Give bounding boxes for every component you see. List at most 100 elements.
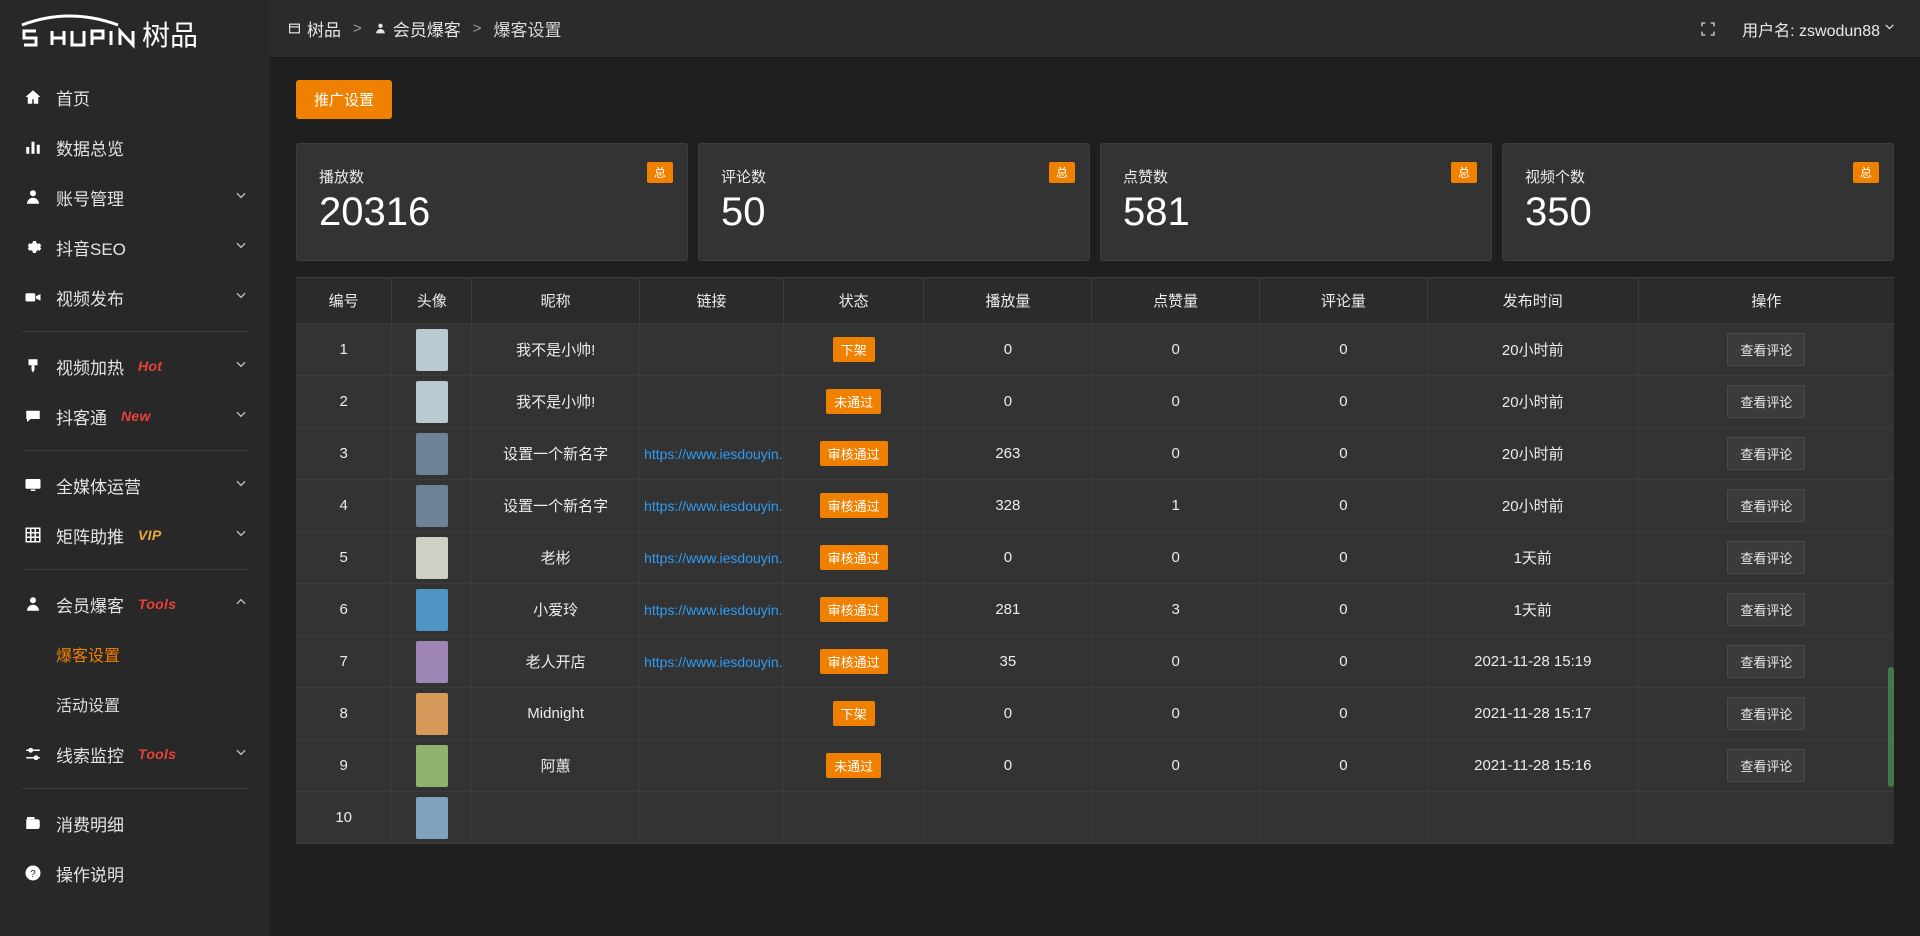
brand-logo[interactable]: 树品 bbox=[0, 0, 270, 58]
table-row[interactable]: 2 我不是小帅! 未通过 0 0 0 20小时前 查看评论 bbox=[296, 375, 1894, 428]
cell-link[interactable]: https://www.iesdouyin.c bbox=[639, 635, 784, 688]
sidebar-item-video-boost[interactable]: 视频加热 Hot bbox=[0, 341, 270, 391]
row-plays: 281 bbox=[995, 601, 1021, 618]
sidebar-item-member-baoke[interactable]: 会员爆客 Tools bbox=[0, 579, 270, 629]
avatar bbox=[415, 692, 448, 735]
breadcrumb-item-root[interactable]: 树品 bbox=[288, 16, 341, 41]
row-id: 5 bbox=[339, 549, 348, 566]
bar-chart-icon bbox=[22, 136, 44, 158]
table-row[interactable]: 8 Midnight 下架 0 0 0 2021-11-28 15:17 查看评论 bbox=[296, 687, 1894, 740]
row-link[interactable]: https://www.iesdouyin.c bbox=[644, 497, 783, 514]
cell-link[interactable]: https://www.iesdouyin.c bbox=[639, 583, 784, 636]
cell-likes: 0 bbox=[1091, 375, 1261, 428]
sidebar-item-consumption-detail[interactable]: 消费明细 bbox=[0, 798, 270, 848]
sidebar-subitem-activity-settings[interactable]: 活动设置 bbox=[0, 679, 270, 729]
view-comments-button[interactable]: 查看评论 bbox=[1727, 437, 1806, 470]
view-comments-button[interactable]: 查看评论 bbox=[1727, 749, 1806, 782]
sidebar-item-account-management[interactable]: 账号管理 bbox=[0, 172, 270, 222]
view-comments-button[interactable]: 查看评论 bbox=[1727, 697, 1806, 730]
cell-nickname: 设置一个新名字 bbox=[471, 479, 641, 532]
user-menu[interactable]: 用户名: zswodun88 bbox=[1742, 17, 1896, 41]
row-nickname: 我不是小帅! bbox=[516, 394, 596, 411]
stat-card-title: 评论数 bbox=[721, 169, 767, 186]
view-comments-button[interactable]: 查看评论 bbox=[1727, 333, 1806, 366]
stat-card-title: 视频个数 bbox=[1525, 169, 1586, 186]
column-header-publish-time[interactable]: 发布时间 bbox=[1427, 277, 1639, 324]
table-row[interactable]: 10 bbox=[296, 791, 1894, 844]
breadcrumb-item-current: 爆客设置 bbox=[494, 16, 562, 41]
table-body: 1 我不是小帅! 下架 0 0 0 20小时前 查看评论 2 我不是小帅! 未通过 0 0 0 20小时前查… bbox=[296, 323, 1894, 844]
cell-link[interactable]: https://www.iesdouyin.c bbox=[639, 427, 784, 480]
table-row[interactable]: 3 设置一个新名字 https://www.iesdouyin.c 审核通过 263 0 0… bbox=[296, 427, 1894, 480]
view-comments-button[interactable]: 查看评论 bbox=[1727, 541, 1806, 574]
cell-link bbox=[639, 323, 784, 376]
view-comments-button[interactable]: 查看评论 bbox=[1727, 385, 1806, 418]
sidebar-item-douyin-seo[interactable]: 抖音SEO bbox=[0, 222, 270, 272]
table-row[interactable]: 4 设置一个新名字 https://www.iesdouyin.c 审核通过 328 1 0… bbox=[296, 479, 1894, 532]
column-header-plays[interactable]: 播放量 bbox=[923, 277, 1093, 324]
cell-nickname: 老彬 bbox=[471, 531, 641, 584]
row-nickname: 阿蕙 bbox=[540, 758, 571, 775]
data-table-container[interactable]: 编号 头像 昵称 链接 状态 播放量 点赞量 评论量 发布时间 操作 1 我不是小 bbox=[296, 277, 1894, 877]
promote-settings-button[interactable]: 推广设置 bbox=[296, 80, 393, 119]
table-row[interactable]: 9 阿蕙 未通过 0 0 0 2021-11-28 15:16 查看评论 bbox=[296, 739, 1894, 792]
cell-link bbox=[639, 375, 784, 428]
row-plays: 0 bbox=[1003, 705, 1013, 722]
table-row[interactable]: 5 老彬 https://www.iesdouyin.c 审核通过 0 0 0 1天前 查看评论 bbox=[296, 531, 1894, 584]
column-header-actions[interactable]: 操作 bbox=[1638, 277, 1894, 324]
view-comments-button[interactable]: 查看评论 bbox=[1727, 645, 1806, 678]
stat-card-title: 播放数 bbox=[319, 169, 365, 186]
table-scrollbar[interactable] bbox=[1888, 667, 1894, 787]
avatar bbox=[415, 796, 448, 839]
sidebar-item-video-publish[interactable]: 视频发布 bbox=[0, 272, 270, 322]
table-row[interactable]: 1 我不是小帅! 下架 0 0 0 20小时前 查看评论 bbox=[296, 323, 1894, 376]
row-publish-time: 20小时前 bbox=[1501, 498, 1564, 515]
row-publish-time: 2021-11-28 15:19 bbox=[1474, 653, 1592, 670]
table-row[interactable]: 6 小爱玲 https://www.iesdouyin.c 审核通过 281 3 0 1天前 查… bbox=[296, 583, 1894, 636]
row-link[interactable]: https://www.iesdouyin.c bbox=[644, 601, 783, 618]
cell-publish-time: 1天前 bbox=[1427, 531, 1639, 584]
sidebar-item-douketong[interactable]: 抖客通 New bbox=[0, 391, 270, 441]
view-comments-button[interactable]: 查看评论 bbox=[1727, 489, 1806, 522]
sidebar-item-label: 视频加热 bbox=[56, 358, 124, 378]
sidebar-item-lead-monitor[interactable]: 线索监控 Tools bbox=[0, 729, 270, 779]
cell-comments: 0 bbox=[1259, 375, 1428, 428]
row-comments: 0 bbox=[1339, 601, 1348, 618]
row-publish-time: 1天前 bbox=[1513, 602, 1552, 619]
cell-publish-time: 20小时前 bbox=[1427, 479, 1639, 532]
column-header-link[interactable]: 链接 bbox=[639, 277, 784, 324]
sidebar-item-badge: VIP bbox=[138, 527, 162, 543]
row-link[interactable]: https://www.iesdouyin.c bbox=[644, 653, 783, 670]
status-badge: 审核通过 bbox=[819, 441, 888, 466]
cell-likes: 0 bbox=[1091, 739, 1261, 792]
table-row[interactable]: 7 老人开店 https://www.iesdouyin.c 审核通过 35 0 0 2021… bbox=[296, 635, 1894, 688]
cell-status: 审核通过 bbox=[783, 479, 925, 532]
row-likes: 0 bbox=[1171, 341, 1180, 358]
row-link[interactable]: https://www.iesdouyin.c bbox=[644, 445, 783, 462]
sidebar-item-label: 抖音SEO bbox=[56, 239, 126, 259]
column-header-likes[interactable]: 点赞量 bbox=[1091, 277, 1261, 324]
row-link[interactable]: https://www.iesdouyin.c bbox=[644, 549, 783, 566]
sidebar-item-matrix-boost[interactable]: 矩阵助推 VIP bbox=[0, 510, 270, 560]
cell-link[interactable]: https://www.iesdouyin.c bbox=[639, 479, 784, 532]
fullscreen-icon[interactable] bbox=[1700, 21, 1716, 37]
column-header-avatar[interactable]: 头像 bbox=[391, 277, 473, 324]
sidebar-item-home[interactable]: 首页 bbox=[0, 72, 270, 122]
chevron-down-icon bbox=[234, 187, 248, 207]
cell-avatar bbox=[391, 635, 473, 688]
column-header-nickname[interactable]: 昵称 bbox=[471, 277, 641, 324]
sidebar-item-operation-guide[interactable]: ? 操作说明 bbox=[0, 848, 270, 898]
sidebar-item-omnimedia[interactable]: 全媒体运营 bbox=[0, 460, 270, 510]
view-comments-button[interactable]: 查看评论 bbox=[1727, 593, 1806, 626]
row-likes: 0 bbox=[1171, 393, 1180, 410]
sidebar-item-data-overview[interactable]: 数据总览 bbox=[0, 122, 270, 172]
column-header-id[interactable]: 编号 bbox=[296, 277, 393, 324]
cell-id: 6 bbox=[296, 583, 393, 636]
user-label: 用户名: zswodun88 bbox=[1742, 22, 1880, 40]
sidebar-subitem-baoke-settings[interactable]: 爆客设置 bbox=[0, 629, 270, 679]
cell-link[interactable]: https://www.iesdouyin.c bbox=[639, 531, 784, 584]
column-header-status[interactable]: 状态 bbox=[783, 277, 925, 324]
breadcrumb-item-member[interactable]: 会员爆客 bbox=[374, 16, 461, 41]
column-header-comments[interactable]: 评论量 bbox=[1259, 277, 1428, 324]
cell-publish-time: 2021-11-28 15:19 bbox=[1427, 635, 1639, 688]
